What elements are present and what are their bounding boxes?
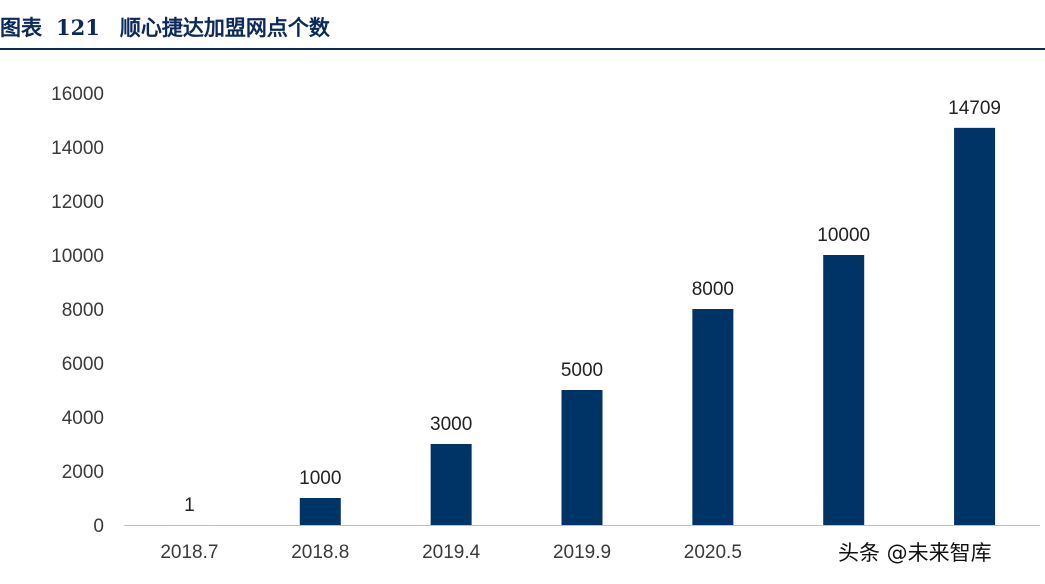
x-tick-label: 2020.5 bbox=[684, 542, 742, 563]
data-label: 1000 bbox=[299, 468, 341, 489]
data-label: 8000 bbox=[692, 279, 734, 300]
watermark: 头条 @未来智库 bbox=[838, 541, 992, 565]
y-tick-label: 12000 bbox=[51, 192, 104, 213]
data-label: 3000 bbox=[430, 414, 472, 435]
x-tick-label: 2019.4 bbox=[422, 542, 481, 563]
caption-prefix: 图表 bbox=[0, 15, 42, 40]
figure-caption: 图表 121 顺心捷达加盟网点个数 bbox=[0, 12, 330, 42]
data-labels: 1 1000 3000 5000 8000 10000 14709 bbox=[184, 98, 1001, 516]
bar bbox=[430, 444, 472, 525]
bar-series bbox=[168, 127, 996, 526]
data-label: 10000 bbox=[817, 225, 870, 246]
x-tick-label: 2018.8 bbox=[291, 542, 349, 563]
bar bbox=[299, 498, 341, 525]
bar bbox=[954, 127, 996, 526]
y-tick-label: 4000 bbox=[62, 408, 104, 429]
chart-title: 顺心捷达加盟网点个数 bbox=[119, 15, 330, 40]
bar bbox=[561, 390, 603, 525]
y-tick-label: 0 bbox=[93, 516, 104, 537]
data-label: 14709 bbox=[948, 98, 1001, 119]
bar bbox=[692, 309, 734, 525]
data-label: 1 bbox=[184, 495, 195, 516]
y-tick-label: 2000 bbox=[62, 462, 104, 483]
y-tick-label: 10000 bbox=[51, 246, 104, 267]
caption-number: 121 bbox=[56, 15, 100, 40]
caption-underline bbox=[0, 48, 1045, 50]
x-axis: 2018.7 2018.8 2019.4 2019.9 2020.5 bbox=[160, 542, 742, 563]
y-tick-label: 8000 bbox=[62, 300, 104, 321]
y-axis: 0 2000 4000 6000 8000 10000 12000 14000 16000 bbox=[51, 84, 104, 537]
bar bbox=[823, 255, 865, 525]
data-label: 5000 bbox=[561, 360, 603, 381]
y-tick-label: 6000 bbox=[62, 354, 104, 375]
y-tick-label: 16000 bbox=[51, 84, 104, 105]
x-tick-label: 2019.9 bbox=[553, 542, 611, 563]
x-tick-label: 2018.7 bbox=[160, 542, 218, 563]
y-tick-label: 14000 bbox=[51, 138, 104, 159]
